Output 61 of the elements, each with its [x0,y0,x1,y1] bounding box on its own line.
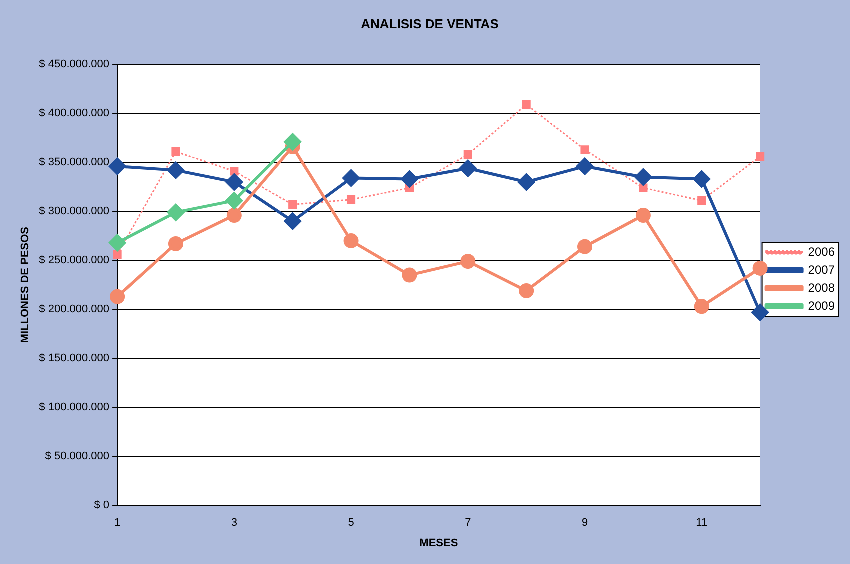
y-tick-label: $ 450.000.000 [39,58,110,71]
x-tick-label: 7 [465,517,472,530]
point [460,254,476,270]
y-tick-label: $ 200.000.000 [39,304,110,316]
y-tick-label: $ 250.000.000 [39,254,110,267]
legend-label: 2007 [808,262,836,277]
y-axis-title: MILLONES DE PESOS [20,227,32,344]
point [288,200,298,210]
point [752,260,768,276]
point [110,289,126,304]
legend-label: 2008 [808,280,836,295]
point [693,170,710,188]
point [694,299,710,314]
point [698,196,706,206]
y-tick-label: $ 0 [94,500,110,512]
point [460,160,477,177]
point [519,283,534,298]
x-axis-title: MESES [420,537,458,550]
legend-label: 2006 [808,244,836,259]
point [342,170,360,187]
point [634,168,652,186]
point [580,146,590,154]
point [284,212,302,230]
y-tick-label: $ 50.000.000 [45,450,110,463]
point [226,174,243,191]
point [113,250,122,260]
point [464,150,472,160]
legend-label: 2009 [808,298,836,313]
point [284,134,302,151]
point [172,148,180,156]
point [344,234,359,248]
point [578,239,593,254]
point [401,170,418,188]
x-tick-label: 1 [114,517,121,530]
point [226,192,243,210]
x-tick-label: 3 [231,517,238,530]
chart-title: ANALISIS DE VENTAS [361,16,500,32]
y-tick-label: $ 100.000.000 [39,402,110,414]
point [168,236,184,252]
point [230,167,239,176]
point [639,184,648,192]
x-tick-label: 11 [696,517,708,530]
y-tick-label: $ 150.000.000 [39,352,110,365]
point [522,100,531,110]
point [636,208,651,224]
point [402,268,418,283]
point [752,304,769,322]
point [109,158,126,176]
point [518,174,536,191]
point [167,204,184,222]
point [576,158,594,176]
point [346,196,356,204]
y-tick-label: $ 300.000.000 [39,206,110,218]
point [109,234,126,252]
point [226,208,242,224]
point [756,152,765,162]
point [167,162,184,179]
y-tick-label: $ 400.000.000 [39,108,110,120]
y-tick-label: $ 350.000.000 [39,156,110,169]
x-tick-label: 9 [582,517,588,530]
x-tick-label: 5 [348,517,354,530]
